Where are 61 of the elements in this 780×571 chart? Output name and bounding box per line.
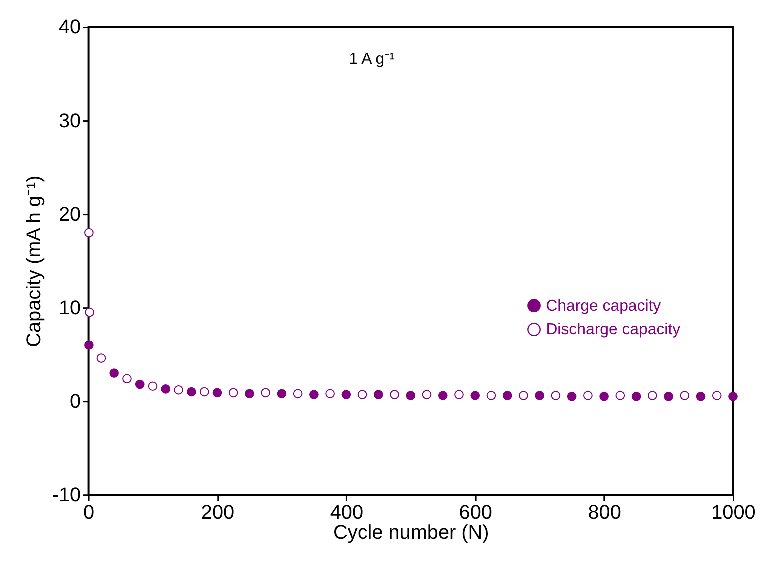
point xyxy=(261,388,270,398)
legend-label: Discharge capacity xyxy=(546,322,681,339)
point xyxy=(438,391,448,400)
y-tick-label: 40 xyxy=(58,16,82,39)
point xyxy=(96,354,106,363)
point xyxy=(535,391,544,400)
point xyxy=(374,390,384,400)
point xyxy=(664,392,674,402)
point xyxy=(200,387,210,397)
point xyxy=(342,390,352,400)
point xyxy=(84,228,94,238)
point xyxy=(486,391,496,400)
point xyxy=(632,392,642,402)
point xyxy=(161,384,171,394)
point xyxy=(712,391,722,400)
y-tick-label: 20 xyxy=(58,204,82,226)
legend-label: Charge capacity xyxy=(546,298,662,315)
point xyxy=(148,382,158,392)
x-axis-title: Cycle number (N) xyxy=(334,522,490,544)
point xyxy=(696,392,706,402)
point xyxy=(728,392,738,402)
point xyxy=(584,391,593,400)
point xyxy=(228,388,238,398)
x-tick-label: 1000 xyxy=(712,502,756,524)
point xyxy=(519,391,528,400)
point xyxy=(358,390,368,400)
point xyxy=(551,391,561,400)
y-tick-label: -10 xyxy=(52,484,82,506)
point xyxy=(187,387,196,397)
x-tick-label: 200 xyxy=(201,502,235,524)
point xyxy=(406,391,416,400)
point xyxy=(470,391,480,400)
y-tick-label: 10 xyxy=(58,297,82,320)
point xyxy=(454,390,464,400)
point xyxy=(84,340,94,350)
point xyxy=(85,308,94,318)
point xyxy=(174,385,184,395)
x-tick-label: 800 xyxy=(588,502,622,524)
y-tick-label: 30 xyxy=(58,110,82,132)
x-tick-label: 600 xyxy=(459,502,492,524)
point xyxy=(310,390,319,400)
point xyxy=(422,390,432,400)
point xyxy=(616,391,626,400)
point xyxy=(212,388,222,398)
point xyxy=(135,380,145,390)
point xyxy=(110,368,119,378)
point xyxy=(567,392,577,402)
point xyxy=(293,389,303,399)
point xyxy=(122,374,132,384)
point xyxy=(648,391,658,400)
x-tick-label: 400 xyxy=(330,502,364,524)
point xyxy=(390,390,400,400)
point xyxy=(680,391,690,400)
point xyxy=(245,389,254,399)
point xyxy=(277,389,287,399)
point xyxy=(326,389,335,399)
annotation: 1 A g⁻¹ xyxy=(349,51,395,68)
point xyxy=(600,392,609,402)
point xyxy=(502,391,512,400)
y-axis-title: Capacity (mA h g⁻¹) xyxy=(23,176,46,348)
y-tick-label: 0 xyxy=(70,390,82,413)
